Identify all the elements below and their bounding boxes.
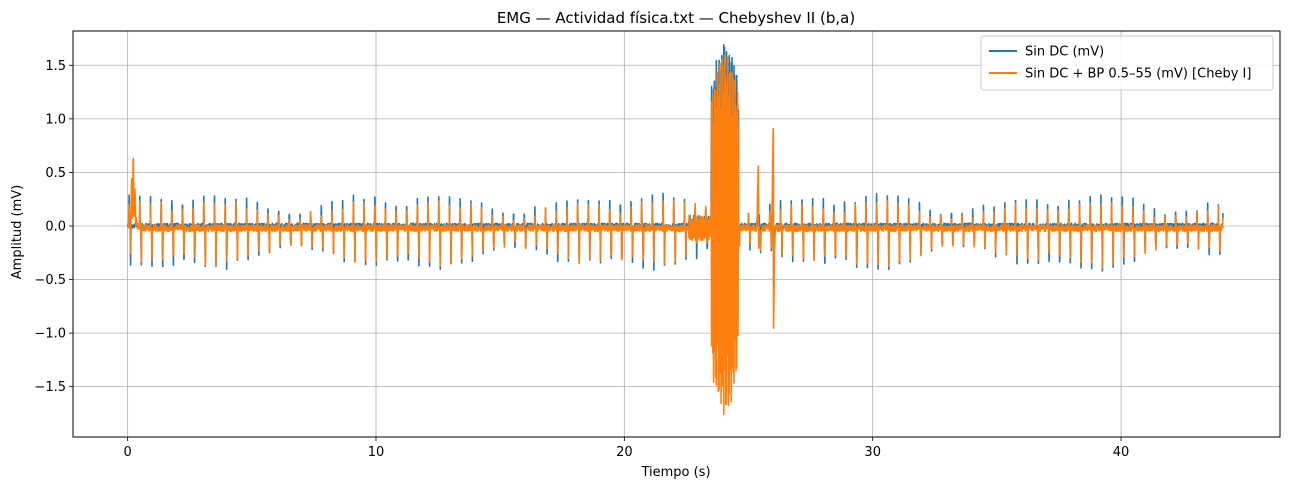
- y-tick-label: 1.5: [45, 59, 66, 74]
- x-tick-label: 0: [123, 445, 131, 460]
- y-tick-label: −1.0: [34, 327, 66, 342]
- y-tick-label: 0.0: [45, 219, 66, 234]
- x-tick-label: 10: [368, 445, 385, 460]
- series-line-sin-dc-bp: [126, 54, 1224, 416]
- x-tick-label: 30: [864, 445, 881, 460]
- y-tick-label: 1.0: [45, 112, 66, 127]
- legend-label: Sin DC + BP 0.5–55 (mV) [Cheby I]: [1025, 67, 1251, 82]
- y-tick-label: 0.5: [45, 166, 66, 181]
- legend: Sin DC (mV) Sin DC + BP 0.5–55 (mV) [Cheb…: [980, 35, 1274, 91]
- traces: [126, 43, 1224, 416]
- ticks: 0 10 20 30 40 −1.5 −1.0 −0.5 0.0 0.5 1.0 1.5: [34, 59, 1129, 460]
- chart-title: EMG — Actividad física.txt — Chebyshev I…: [497, 9, 855, 27]
- legend-label: Sin DC (mV): [1025, 45, 1104, 60]
- x-tick-label: 20: [616, 445, 633, 460]
- y-tick-label: −1.5: [34, 380, 66, 395]
- x-tick-label: 40: [1113, 445, 1130, 460]
- y-axis-label: Amplitud (mV): [10, 185, 25, 279]
- y-tick-label: −0.5: [34, 273, 66, 288]
- legend-box: [980, 35, 1274, 91]
- axes-frame: [72, 30, 1281, 438]
- x-axis-label: Tiempo (s): [640, 465, 710, 480]
